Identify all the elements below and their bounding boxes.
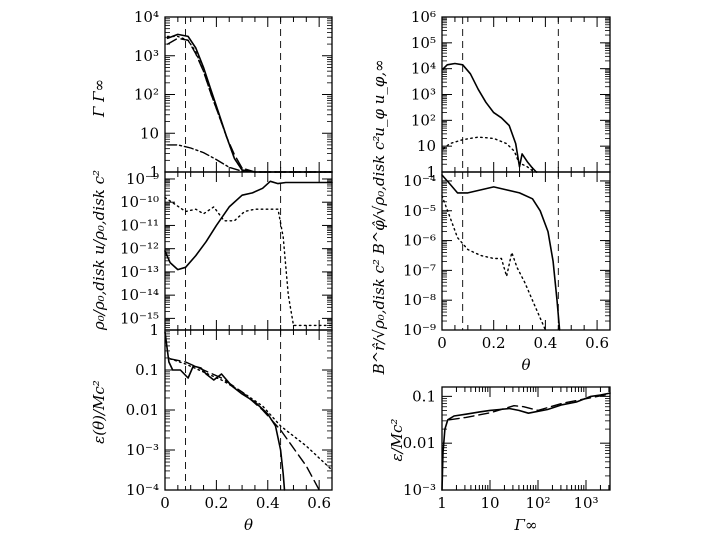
y-tick-label: 0.1 — [412, 387, 436, 405]
y-tick-label: 1 — [426, 163, 436, 181]
y-tick-label: 10⁵ — [411, 34, 436, 52]
y-tick-label: 10⁻³ — [126, 441, 159, 459]
y-tick-label: 1 — [149, 163, 159, 181]
y-tick-label: 10⁻¹³ — [120, 263, 159, 281]
panel-efficiency_gamma: 10⁻³ 0.01 0.1 1 10 10² 10³ Γ∞ ε/Mc² — [388, 386, 611, 534]
y-tick-label: 10⁻¹² — [120, 240, 159, 258]
y-tick-label: 0.01 — [126, 401, 159, 419]
y-tick-label: 10⁻⁸ — [403, 291, 436, 309]
y-tick-label: 10⁻⁴ — [403, 172, 436, 190]
y-axis-label: u_φ u_φ,∞ — [370, 59, 388, 136]
y-tick-label: 10⁻¹⁰ — [120, 193, 159, 211]
y-tick-label: 10⁻⁴ — [126, 481, 159, 499]
y-tick-label: 1 — [149, 321, 159, 339]
y-tick-label: 10⁻¹⁵ — [120, 309, 159, 327]
series-line-dotted — [441, 195, 547, 331]
series-line-dotted — [166, 35, 333, 173]
series-line-dashed — [448, 393, 611, 421]
x-tick-label: 0.2 — [482, 334, 506, 352]
x-tick-label: 0.6 — [307, 494, 331, 512]
y-tick-label: 10⁴ — [134, 8, 159, 26]
y-tick-label: 10⁻¹⁴ — [120, 286, 159, 304]
y-tick-label: 10⁶ — [411, 8, 436, 26]
y-tick-label: 10⁻⁷ — [403, 261, 436, 279]
y-tick-label: 0.01 — [403, 434, 436, 452]
y-axis-label: ρ₀/ρ₀,disk u/ρ₀,disk c² — [90, 170, 108, 331]
panel-efficiency_theta: 10⁻⁴ 10⁻³ 0.01 0.1 1 0 0.2 0.4 0.6 θ ε(θ)/Mc² — [90, 321, 333, 534]
y-tick-label: 10³ — [134, 47, 159, 65]
series-line-solid — [441, 174, 561, 331]
y-tick-label: 10² — [134, 86, 159, 104]
series-line-dashed — [166, 37, 333, 173]
y-tick-label: 10² — [411, 111, 436, 129]
x-tick-label: 0.6 — [585, 334, 609, 352]
x-tick-label: 0 — [160, 494, 170, 512]
y-axis-label: B^r̂/√ρ₀,disk c² B^φ̂/√ρ₀,disk c² — [370, 136, 388, 376]
panel-gamma: 1 10 10² 10³ 10⁴ Γ Γ∞ — [90, 8, 333, 181]
series-line-dotted — [164, 196, 333, 327]
series-line-dotted — [169, 358, 333, 471]
axes-frame — [164, 329, 333, 491]
x-tick-label: 10³ — [573, 494, 598, 512]
y-tick-label: 10⁻⁶ — [403, 232, 436, 250]
panel-u_phi: 1 10 10² 10³ 10⁴ 10⁵ 10⁶ u_φ u_φ,∞ — [370, 8, 611, 181]
y-tick-label: 10⁴ — [411, 60, 436, 78]
y-tick-label: 0.1 — [135, 361, 159, 379]
x-axis-label: θ — [244, 516, 253, 534]
series-line-dotted — [442, 136, 539, 173]
x-tick-label: 0.4 — [256, 494, 280, 512]
y-tick-label: 10⁻¹¹ — [120, 216, 159, 234]
axes-frame — [441, 16, 611, 173]
series-line-solid — [442, 62, 538, 173]
x-tick-label: 1 — [437, 494, 447, 512]
axes-frame — [441, 171, 611, 331]
y-axis-label: Γ Γ∞ — [90, 79, 108, 118]
x-axis-label: θ — [521, 356, 530, 374]
x-tick-label: 0 — [437, 334, 447, 352]
x-tick-label: 10² — [525, 494, 550, 512]
y-tick-label: 10⁻⁹ — [126, 170, 159, 188]
series-line-dashed — [169, 358, 320, 491]
x-tick-label: 0.2 — [204, 494, 228, 512]
panel-magnetic: 10⁻⁹ 10⁻⁸ 10⁻⁷ 10⁻⁶ 10⁻⁵ 10⁻⁴ 0 0.2 0.4 0.6 θ B^r̂/… — [370, 136, 611, 376]
panel-density: 10⁻¹⁵ 10⁻¹⁴ 10⁻¹³ 10⁻¹² 10⁻¹¹ 10⁻¹⁰ 10⁻⁹ ρ₀/ρ₀,… — [90, 170, 333, 331]
series-line-solid — [164, 180, 333, 271]
series-line-solid — [441, 392, 611, 491]
x-tick-label: 10 — [480, 494, 499, 512]
y-tick-label: 10 — [417, 137, 436, 155]
y-tick-label: 10⁻⁹ — [403, 321, 436, 339]
x-axis-label: Γ∞ — [514, 516, 538, 534]
series-line-dashdot — [166, 144, 256, 173]
series-line-solid — [166, 33, 333, 173]
x-tick-label: 0.4 — [533, 334, 557, 352]
y-tick-label: 10⁻⁵ — [403, 202, 436, 220]
axes-frame — [164, 171, 333, 331]
y-tick-label: 10³ — [411, 86, 436, 104]
y-tick-label: 10⁻³ — [403, 481, 436, 499]
axes-frame — [441, 386, 611, 491]
y-tick-label: 10 — [140, 124, 159, 142]
y-axis-label: ε/Mc² — [388, 419, 406, 462]
y-axis-label: ε(θ)/Mc² — [90, 380, 108, 444]
